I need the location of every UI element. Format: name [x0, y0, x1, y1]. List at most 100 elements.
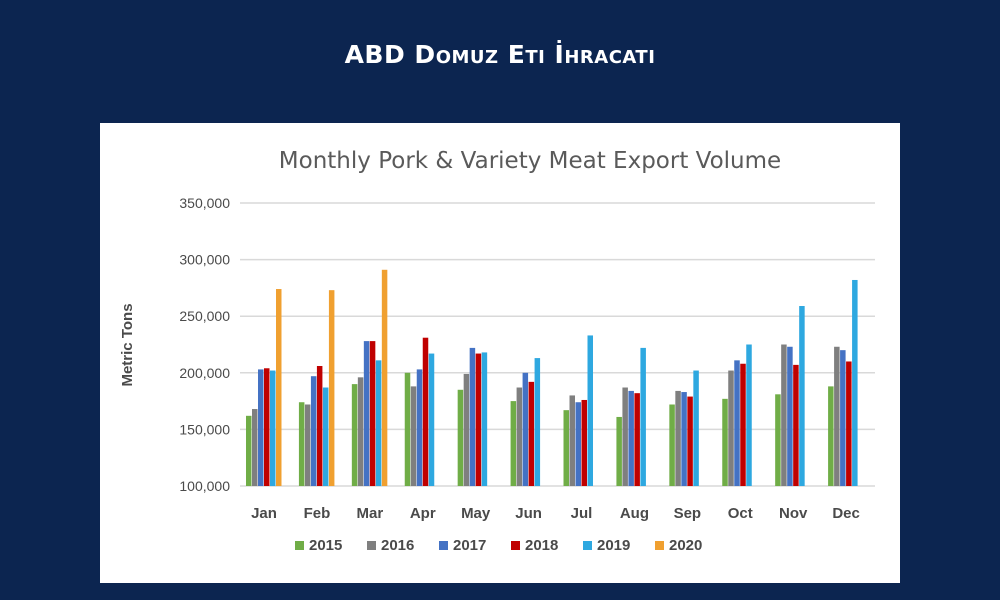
x-tick-label: Dec [832, 505, 860, 522]
bar-2015-dec [828, 386, 834, 486]
bar-2017-dec [840, 350, 846, 486]
page-title: ABD Domuz Eti İhracatı [344, 40, 656, 69]
bar-2019-aug [640, 347, 646, 486]
bar-2018-nov [793, 364, 799, 486]
bar-2018-apr [422, 337, 429, 486]
bar-2016-jul [569, 395, 575, 486]
legend-swatch-2020 [655, 541, 664, 550]
bar-2019-jun [534, 358, 541, 486]
bar-2019-jan [270, 370, 276, 486]
bar-2017-aug [628, 390, 634, 486]
bar-2018-jun [528, 381, 535, 486]
legend-label-2015: 2015 [309, 537, 342, 554]
x-tick-label: Jan [251, 505, 277, 522]
x-tick-label: Jul [571, 505, 593, 522]
x-tick-label: Sep [674, 505, 702, 522]
bar-2017-feb [310, 376, 317, 486]
bar-2017-nov [787, 346, 793, 486]
bar-2016-oct [728, 370, 734, 486]
bar-2017-sep [681, 392, 687, 486]
legend-label-2020: 2020 [669, 537, 702, 554]
chart-card: Monthly Pork & Variety Meat Export Volum… [100, 123, 900, 583]
y-tick-label: 150,000 [179, 421, 230, 437]
bar-2015-jul [563, 410, 569, 486]
legend-swatch-2018 [511, 541, 520, 550]
bar-2016-jan [252, 409, 258, 486]
bar-2019-dec [852, 279, 858, 486]
bar-2017-mar [363, 341, 370, 486]
x-tick-label: Mar [356, 505, 383, 522]
bar-2015-oct [722, 398, 728, 486]
bar-2018-dec [846, 361, 852, 486]
y-tick-label: 200,000 [179, 365, 230, 381]
legend: 2015 2016 2017 2018 2019 2020 [295, 537, 702, 554]
bar-2018-jan [264, 368, 270, 486]
bar-2016-mar [357, 377, 364, 486]
legend-swatch-2016 [367, 541, 376, 550]
bar-2020-jan [276, 289, 282, 486]
bar-2015-jun [510, 401, 517, 486]
x-tick-label: Nov [779, 505, 808, 522]
bar-2016-dec [834, 346, 840, 486]
bar-2015-aug [616, 416, 622, 486]
x-tick-label: Oct [728, 505, 753, 522]
bar-2015-feb [298, 402, 305, 486]
bar-2016-sep [675, 390, 681, 486]
x-tick-label: Apr [410, 505, 436, 522]
y-tick-label: 300,000 [179, 252, 230, 268]
legend-swatch-2017 [439, 541, 448, 550]
legend-label-2018: 2018 [525, 537, 558, 554]
bar-2019-oct [746, 344, 752, 486]
bar-2016-may [463, 373, 470, 486]
x-axis-categories: Jan Feb Mar Apr May Jun Jul Aug Sep Oct Nov Dec [251, 505, 860, 522]
bar-2018-sep [687, 396, 693, 486]
bar-2016-apr [410, 386, 417, 486]
bar-2016-nov [781, 344, 787, 486]
bar-2015-apr [404, 372, 411, 486]
gridlines [240, 202, 875, 487]
bar-2020-mar [381, 269, 388, 486]
y-axis-ticks: 100,000 150,000 200,000 250,000 300,000 350,0… [179, 195, 230, 494]
bar-2015-sep [669, 404, 675, 486]
bar-2017-jul [575, 402, 581, 486]
legend-swatch-2015 [295, 541, 304, 550]
bar-2018-feb [316, 366, 323, 486]
bar-2019-nov [799, 306, 805, 486]
bar-2019-mar [375, 360, 382, 486]
legend-label-2019: 2019 [597, 537, 630, 554]
bar-2015-mar [351, 384, 358, 486]
bar-2017-may [469, 347, 476, 486]
y-axis-label: Metric Tons [119, 303, 136, 386]
x-tick-label: Aug [620, 505, 649, 522]
bar-2017-apr [416, 369, 423, 486]
bars [246, 269, 858, 486]
chart-title: Monthly Pork & Variety Meat Export Volum… [279, 148, 781, 174]
bar-2017-jun [522, 372, 529, 486]
bar-2019-apr [428, 353, 435, 486]
bar-2020-feb [328, 290, 335, 486]
y-tick-label: 250,000 [179, 308, 230, 324]
bar-2018-aug [634, 393, 640, 486]
y-tick-label: 350,000 [179, 195, 230, 211]
bar-2019-sep [693, 370, 699, 486]
bar-2018-mar [369, 341, 376, 486]
y-tick-label: 100,000 [179, 478, 230, 494]
bar-2015-jan [246, 415, 252, 486]
bar-2018-may [475, 353, 482, 486]
bar-2019-may [481, 352, 488, 486]
chart: Monthly Pork & Variety Meat Export Volum… [119, 148, 875, 554]
x-tick-label: Jun [515, 505, 542, 522]
legend-swatch-2019 [583, 541, 592, 550]
legend-label-2016: 2016 [381, 537, 414, 554]
bar-2017-oct [734, 360, 740, 486]
bar-2015-may [457, 389, 464, 486]
bar-2017-jan [258, 369, 264, 486]
bar-2018-jul [581, 399, 587, 486]
bar-2019-feb [322, 387, 329, 486]
bar-2019-jul [587, 335, 593, 486]
x-tick-label: Feb [304, 505, 331, 522]
bar-2016-feb [304, 404, 311, 486]
bar-2018-oct [740, 363, 746, 486]
bar-2015-nov [775, 394, 781, 486]
bar-2016-jun [516, 387, 523, 486]
